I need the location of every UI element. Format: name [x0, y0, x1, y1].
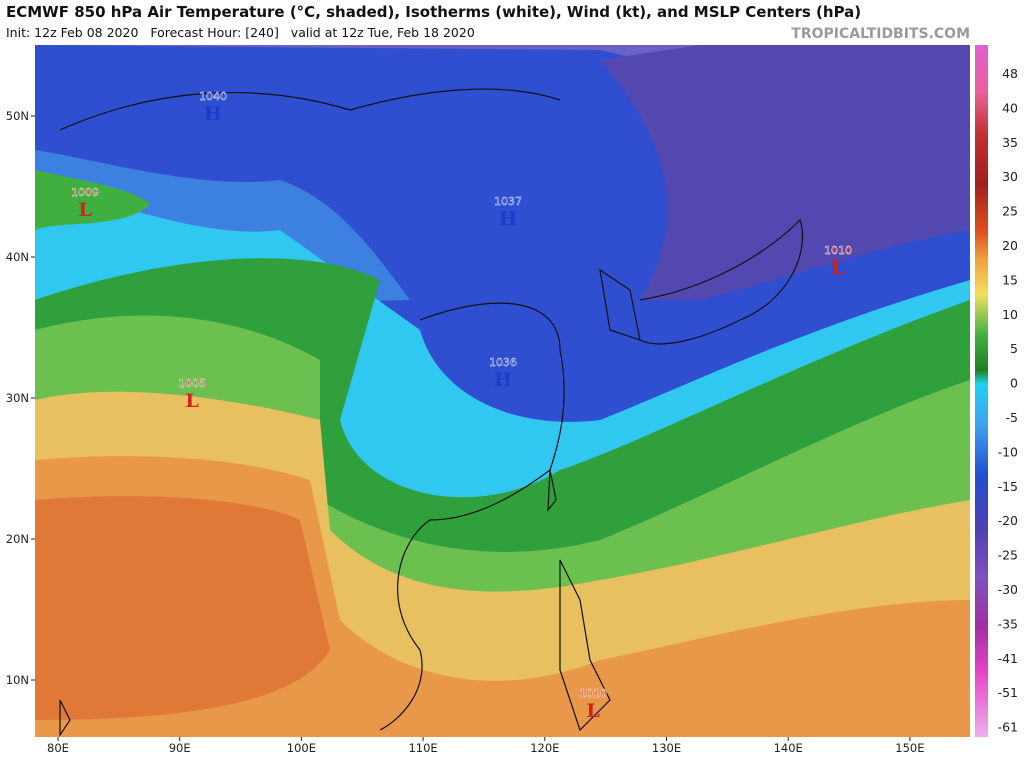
pressure-value: 1010 [824, 244, 852, 257]
lat-label: 20N [6, 532, 29, 546]
colorbar-label: 30 [1002, 169, 1018, 184]
colorbar-label: 5 [1010, 341, 1018, 356]
lat-label: 30N [6, 391, 29, 405]
pressure-value: 1036 [489, 356, 517, 369]
colorbar-label: 40 [1002, 100, 1018, 115]
colorbar-label: -15 [998, 479, 1018, 494]
pressure-center: L [78, 199, 91, 221]
lon-label: 110E [408, 741, 437, 755]
colorbar-label: 20 [1002, 238, 1018, 253]
lon-label: 140E [774, 741, 803, 755]
colorbar-label: -30 [998, 582, 1018, 597]
lon-label: 80E [47, 741, 69, 755]
pressure-center: L [185, 390, 198, 412]
colorbar-label: 48 [1002, 66, 1018, 81]
lon-label: 150E [895, 741, 924, 755]
coastlines [59, 88, 804, 737]
colorbar [975, 45, 988, 737]
lon-label: 100E [287, 741, 316, 755]
colorbar-label: -5 [1006, 410, 1018, 425]
colorbar-label: -51 [998, 685, 1018, 700]
colorbar-label: -10 [998, 444, 1018, 459]
pressure-value: 1005 [178, 377, 206, 390]
colorbar-label: -20 [998, 513, 1018, 528]
lat-label: 40N [6, 250, 29, 264]
pressure-value: 1037 [494, 195, 522, 208]
colorbar-label: 15 [1002, 272, 1018, 287]
colorbar-label: 35 [1002, 135, 1018, 150]
pressure-value: 1040 [199, 90, 227, 103]
pressure-value: 1010 [579, 687, 607, 700]
subtitle: Init: 12z Feb 08 2020 Forecast Hour: [24… [6, 25, 475, 40]
pressure-center: H [494, 369, 512, 391]
pressure-center: H [499, 208, 517, 230]
brand: TROPICALTIDBITS.COM [791, 26, 970, 42]
lat-label: 10N [6, 673, 29, 687]
colorbar-label: -35 [998, 616, 1018, 631]
colorbar-label: -25 [998, 548, 1018, 563]
lat-label: 50N [6, 109, 29, 123]
colorbar-label: 25 [1002, 204, 1018, 219]
lon-label: 120E [530, 741, 559, 755]
title: ECMWF 850 hPa Air Temperature (°C, shade… [6, 3, 861, 21]
pressure-value: 1009 [71, 186, 99, 199]
colorbar-label: -41 [998, 651, 1018, 666]
lon-label: 90E [169, 741, 191, 755]
pressure-center: H [204, 103, 222, 125]
lon-label: 130E [652, 741, 681, 755]
map-field [35, 45, 970, 737]
pressure-center: L [586, 700, 599, 722]
colorbar-label: 0 [1010, 376, 1018, 391]
colorbar-label: -61 [998, 720, 1018, 735]
pressure-center: L [831, 257, 844, 279]
colorbar-label: 10 [1002, 307, 1018, 322]
